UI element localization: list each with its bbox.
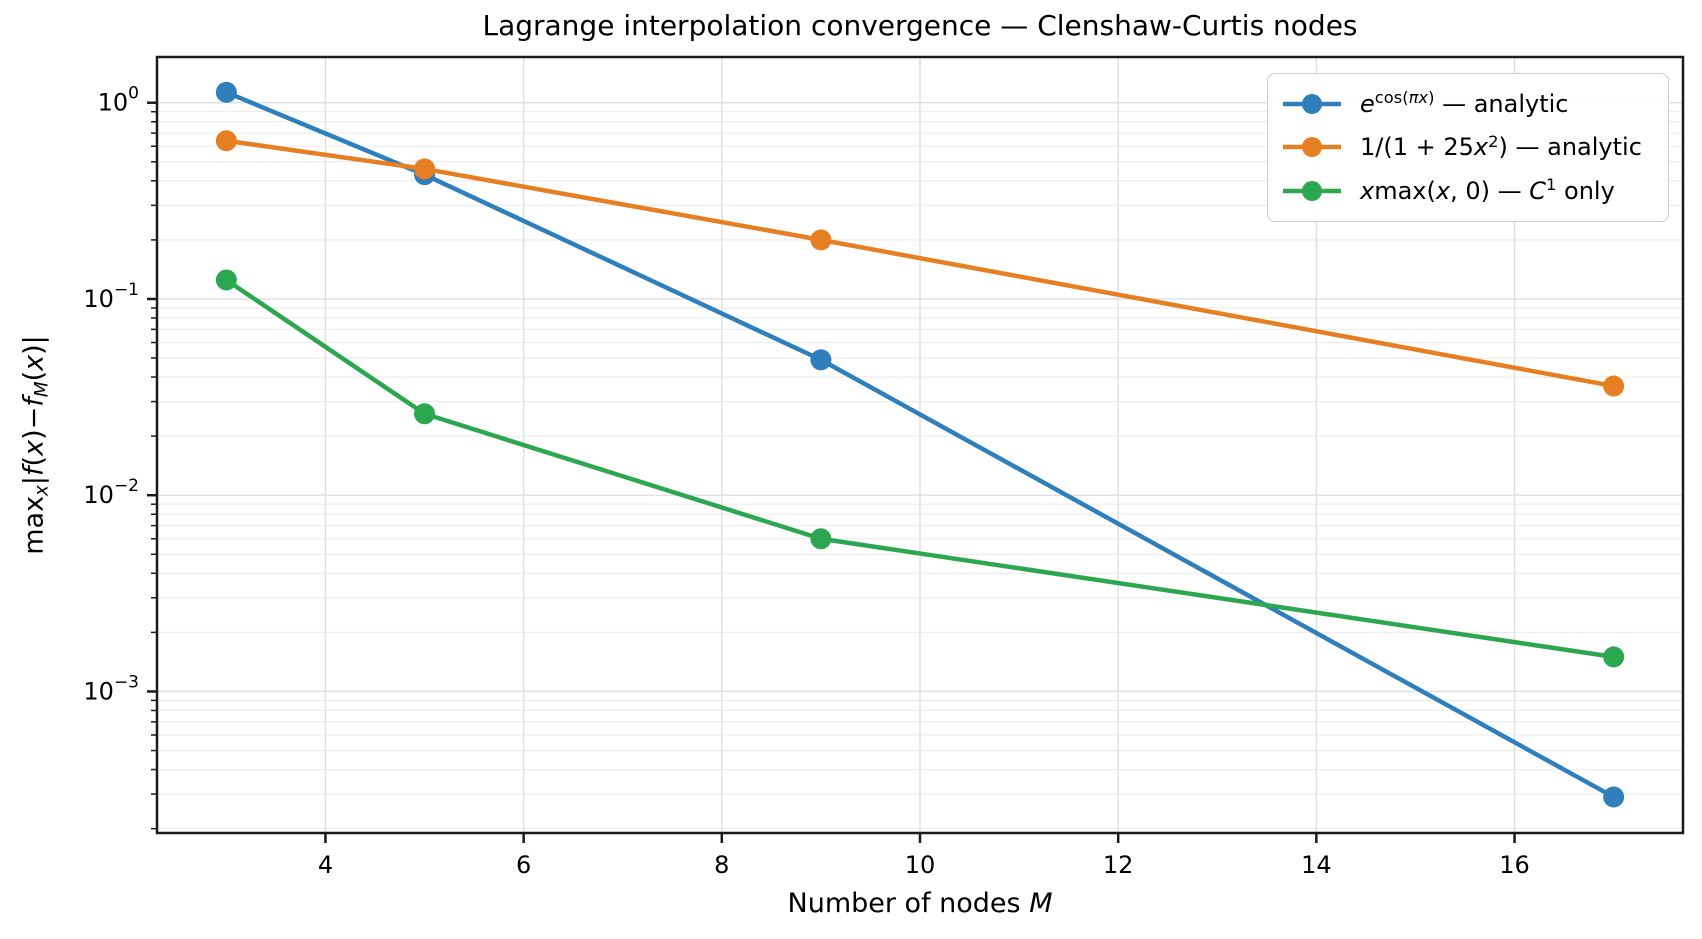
legend-item-label: ecos(πx) — analytic [1360, 87, 1569, 118]
x-axis-label: Number of nodes M [787, 888, 1053, 919]
data-point [215, 269, 237, 291]
x-tick-label: 8 [714, 851, 729, 879]
legend-sample-line [1283, 137, 1341, 158]
x-tick-labels: 4 6 8 10 12 14 16 [318, 851, 1530, 879]
axis-ticks [147, 101, 1516, 843]
y-tick-label: 10−3 [83, 672, 139, 705]
x-tick-label: 6 [516, 851, 531, 879]
legend-item: ecos(πx) — analytic [1280, 87, 1654, 118]
legend-item-label: xmax(x, 0) — C1 only [1360, 175, 1615, 206]
data-point [1603, 375, 1625, 397]
data-point [810, 229, 832, 251]
data-point [414, 403, 436, 425]
series-1 [215, 130, 1625, 397]
data-point [1603, 646, 1625, 668]
data-point [810, 528, 832, 550]
legend-sample-line [1283, 181, 1341, 202]
y-tick-labels: 100 10−1 10−2 10−3 [83, 84, 139, 706]
data-point [215, 81, 237, 103]
data-point [810, 349, 832, 371]
y-axis-label: maxx|f(x)−fM(x)| [18, 335, 53, 555]
y-tick-label: 10−1 [83, 280, 139, 313]
legend-item: 1/(1 + 25x2) — analytic [1280, 131, 1654, 162]
legend-item-label: 1/(1 + 25x2) — analytic [1360, 131, 1642, 162]
x-tick-label: 10 [905, 851, 936, 879]
legend: ecos(πx) — analytic 1/(1 + 25x2) — analy… [1267, 73, 1669, 222]
x-tick-label: 16 [1499, 851, 1530, 879]
y-tick-label: 10−2 [83, 476, 139, 509]
series-2 [215, 269, 1625, 668]
x-tick-label: 14 [1301, 851, 1332, 879]
y-tick-label: 100 [98, 84, 139, 117]
data-point [1603, 786, 1625, 808]
x-tick-label: 12 [1103, 851, 1134, 879]
legend-item: xmax(x, 0) — C1 only [1280, 175, 1654, 206]
chart-title: Lagrange interpolation convergence — Cle… [482, 9, 1358, 42]
legend-sample-line [1283, 93, 1341, 114]
data-point [414, 158, 436, 180]
data-point [215, 130, 237, 152]
x-tick-label: 4 [318, 851, 333, 879]
